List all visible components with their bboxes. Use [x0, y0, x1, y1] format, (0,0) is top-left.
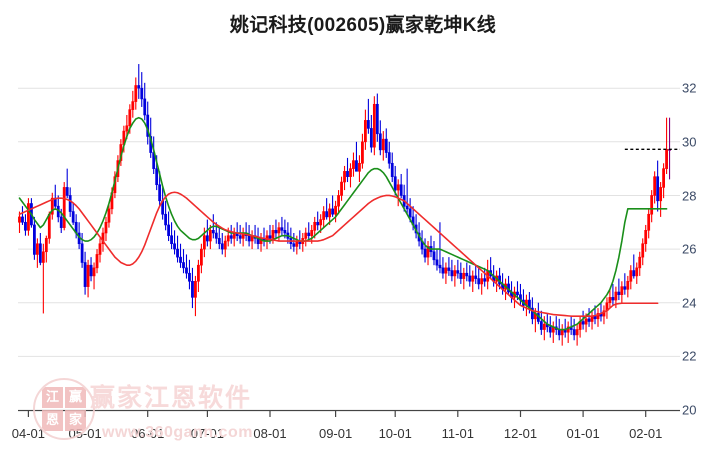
x-axis-line [18, 410, 680, 417]
x-axis-labels: 04-01 05-01 06-01 07-01 08-01 09-01 10-01 11-01… [0, 410, 726, 450]
y-tick-label: 22 [682, 348, 697, 364]
watermark-seal-logo: 江 赢 恩 家 [33, 378, 95, 440]
x-tick-label: 02-01 [629, 426, 663, 441]
x-tick-label: 12-01 [503, 426, 538, 441]
seal-char-3: 家 [65, 410, 86, 431]
y-tick-label: 30 [682, 134, 697, 150]
seal-char-0: 江 [42, 387, 63, 408]
y-tick-label: 24 [682, 295, 697, 311]
seal-char-2: 恩 [42, 410, 63, 431]
x-tick-label: 04-01 [11, 426, 46, 441]
x-tick-label: 06-01 [131, 426, 165, 441]
y-axis-labels: 20 22 24 26 28 30 32 [682, 56, 726, 418]
y-tick-label: 28 [682, 188, 697, 203]
candlestick-canvas [18, 64, 680, 410]
y-tick-label: 26 [682, 241, 697, 257]
watermark-url: www.360gann.com [102, 424, 253, 441]
x-tick-label: 08-01 [253, 426, 287, 441]
page-title: 姚记科技(002605)赢家乾坤K线 [229, 15, 497, 36]
x-tick-label: 01-01 [566, 426, 600, 441]
x-tick-label: 09-01 [318, 426, 353, 441]
chart-plot-area[interactable] [18, 56, 680, 410]
watermark-brand: 赢家江恩软件 [90, 384, 253, 412]
x-tick-label: 10-01 [378, 426, 412, 441]
y-tick-label: 20 [682, 402, 697, 418]
x-tick-label: 11-01 [441, 426, 474, 441]
y-tick-label: 32 [682, 80, 697, 96]
x-tick-label: 07-01 [190, 426, 225, 441]
seal-char-1: 赢 [65, 387, 86, 408]
